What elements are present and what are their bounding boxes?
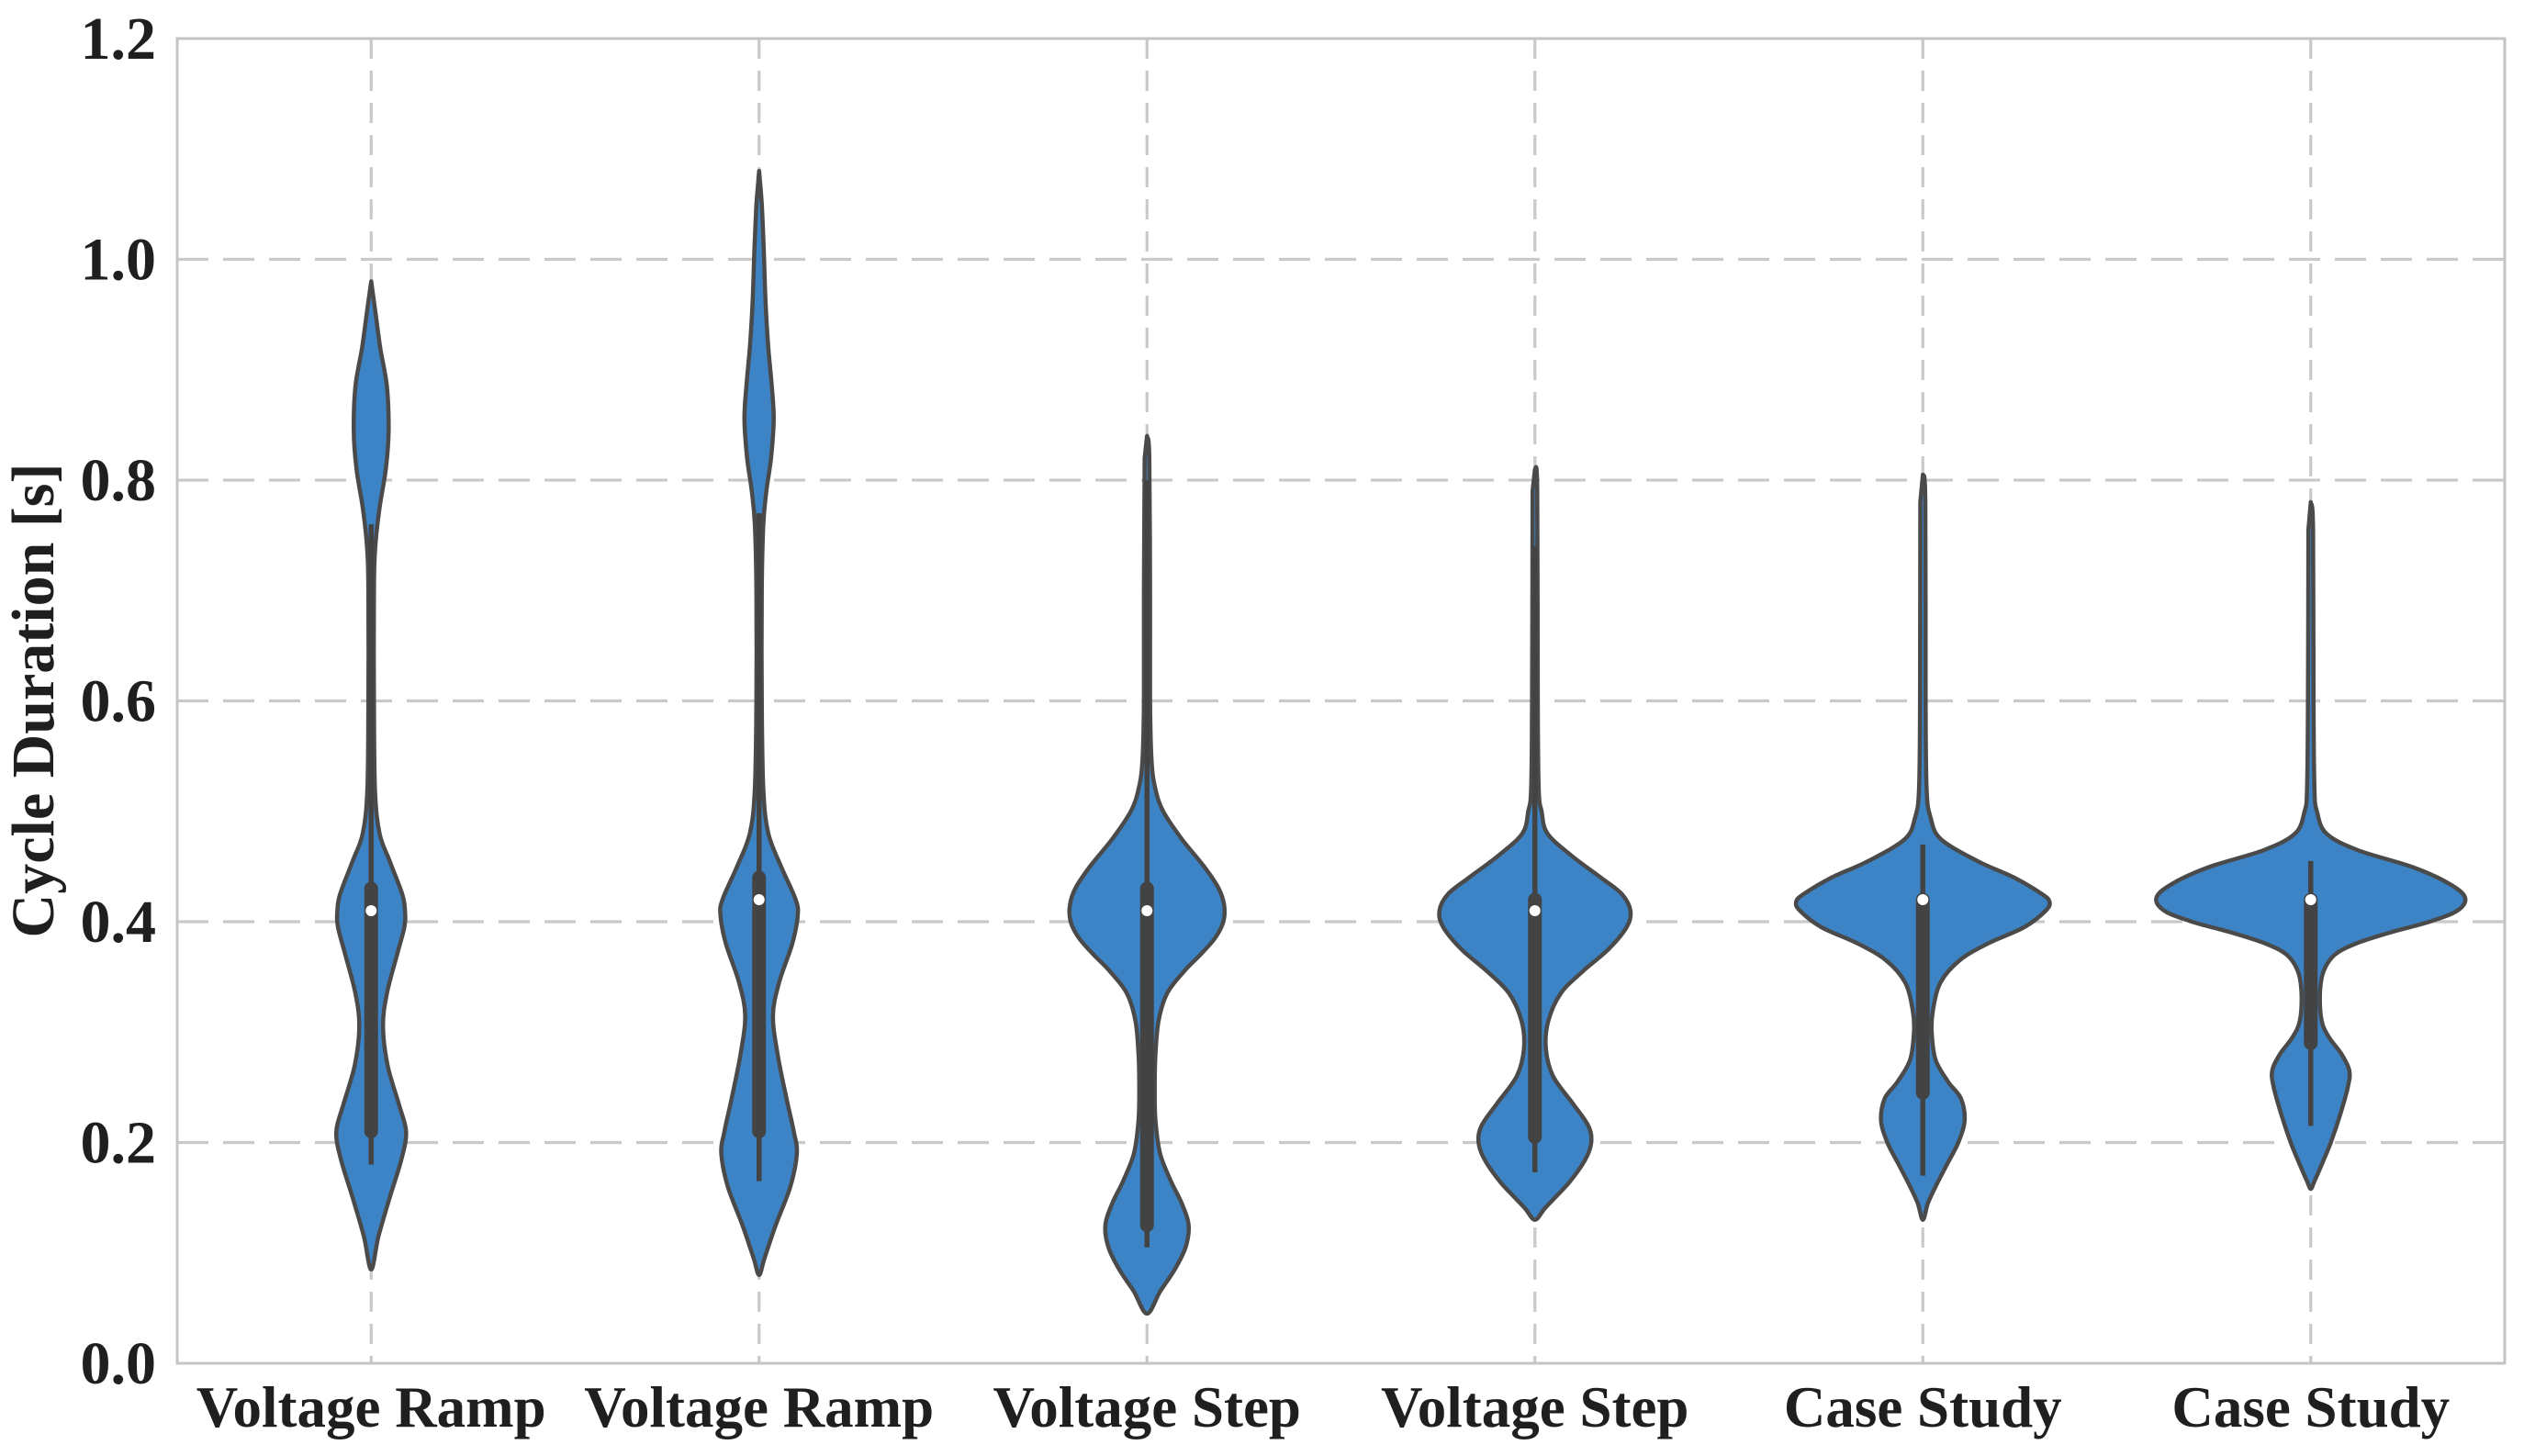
median-dot <box>365 904 377 916</box>
violin-body <box>2154 499 2468 1192</box>
violin-2 <box>718 169 801 1278</box>
x-category-label: Case Study <box>1784 1375 2062 1439</box>
median-dot <box>1917 893 1929 905</box>
violins <box>333 169 2468 1316</box>
axis-spines <box>175 37 2507 1365</box>
violin-5 <box>1793 472 2052 1222</box>
violin-3 <box>1067 433 1228 1316</box>
x-category-label: Voltage Ramp <box>196 1375 546 1439</box>
x-category-label: Voltage Step <box>1381 1375 1688 1439</box>
y-tick-label: 1.2 <box>81 6 157 73</box>
y-tick-label: 0.2 <box>81 1110 157 1177</box>
violin-1 <box>333 279 409 1272</box>
x-category-label: Case Study <box>2171 1375 2450 1439</box>
median-dot <box>1141 904 1153 916</box>
y-tick-label: 0.8 <box>81 447 157 514</box>
median-dot <box>1529 904 1541 916</box>
axis-labels: Cycle Duration [s] 0.0 0.2 0.4 0.6 0.8 1.0 1.2… <box>0 6 2450 1439</box>
median-dot <box>753 893 765 905</box>
plot-border <box>175 37 2507 1365</box>
y-tick-label: 0.0 <box>81 1330 157 1397</box>
median-dot <box>2305 893 2316 905</box>
x-category-label: Voltage Step <box>993 1375 1301 1439</box>
y-tick-label: 0.4 <box>81 889 157 956</box>
y-tick-label: 0.6 <box>81 668 157 735</box>
y-tick-label: 1.0 <box>81 227 157 294</box>
y-axis-title: Cycle Duration [s] <box>0 464 67 938</box>
violin-6 <box>2154 499 2468 1192</box>
violin-4 <box>1437 465 1633 1222</box>
x-category-label: Voltage Ramp <box>584 1375 934 1439</box>
